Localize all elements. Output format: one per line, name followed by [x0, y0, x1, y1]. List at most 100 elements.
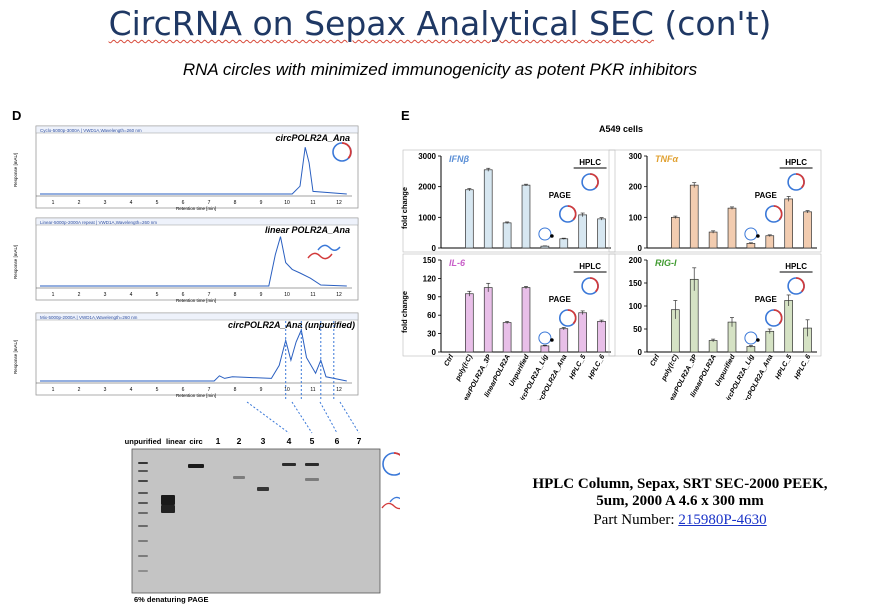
chromatogram-xtick: 3: [104, 200, 107, 206]
bar: [521, 184, 531, 249]
bar-category-label: HPLC_6: [794, 354, 813, 381]
hplc-circle-icon-arc: [589, 173, 599, 189]
bar-chart-frame: [608, 253, 822, 357]
page-circle-icon-arc: [567, 309, 577, 325]
gel-band: [305, 478, 319, 481]
chromatogram-xtick: 2: [78, 292, 81, 298]
gel-band: [138, 525, 148, 527]
panel-d-letter: D: [12, 108, 21, 123]
bar: [803, 211, 812, 249]
page-title: CircRNA on Sepax Analytical SEC (con't): [0, 4, 880, 43]
page-circle-icon: [558, 205, 577, 223]
bar-chart-2: 0 100 200 300 TNFα HPLC PAGE: [608, 149, 822, 253]
gel-band: [138, 470, 148, 472]
page-circle-icon-arc: [773, 309, 783, 325]
gel-circle-icon-arc: [393, 452, 400, 457]
hplc-label: HPLC: [785, 262, 807, 271]
lig-circle-icon: [744, 227, 758, 241]
bar-chart-ytick: 100: [629, 213, 643, 222]
bar: [559, 328, 569, 353]
chromatogram-label: linear POLR2A_Ana: [265, 225, 350, 235]
chromatogram-xtick: 6: [182, 200, 185, 206]
chromatogram-xtick: 10: [284, 292, 290, 298]
bar-chart-ytick: 100: [629, 302, 643, 311]
bar-chart-ytick: 1000: [418, 213, 436, 222]
part-number-row: Part Number: 215980P-4630: [490, 512, 870, 529]
bar: [578, 312, 587, 353]
bar-chart-4: 0 50 100 150 200 RIG-I HPLC PAGE: [608, 253, 822, 357]
lig-circle-icon: [744, 331, 758, 345]
lig-dot-icon: [550, 338, 554, 342]
lig-circle-icon: [538, 331, 552, 345]
bar-ylabel-top: fold change: [400, 187, 409, 229]
gel-caption: 6% denaturing PAGE: [134, 595, 208, 604]
bar-chart-ytick: 90: [427, 293, 436, 302]
page-title-main: CircRNA on Sepax Analytical SEC: [108, 4, 654, 43]
chromatogram-xtick: 2: [78, 387, 81, 393]
page-subtitle: RNA circles with minimized immunogenicit…: [182, 60, 698, 79]
bar-chart-ytick: 150: [423, 256, 437, 265]
page-label: PAGE: [549, 295, 572, 304]
lig-dot-icon: [756, 338, 760, 342]
chromatogram-xtick: 1: [52, 292, 55, 298]
chromatogram-xtick: 9: [260, 292, 263, 298]
fraction-guide-line: [291, 401, 313, 434]
hplc-circle-icon: [787, 277, 805, 295]
hplc-circle-icon-arc: [795, 277, 805, 293]
chromatogram-xtick: 6: [182, 292, 185, 298]
chromatogram-trace: [40, 147, 347, 195]
bar: [727, 207, 737, 249]
bar-chart-ytick: 50: [633, 325, 642, 334]
chromatogram-xtick: 5: [156, 292, 159, 298]
chromatogram-xlabel: Retention time [min]: [176, 393, 216, 398]
chromatogram-xtick: 2: [78, 200, 81, 206]
page-circle-icon-arc: [567, 205, 577, 221]
bar: [597, 320, 606, 353]
gel-band: [138, 570, 148, 572]
chromatogram-2: Linear-5000p-2000A repeat | VWD1A,Wavele…: [13, 217, 359, 303]
hplc-circle-icon-arc: [589, 277, 599, 293]
chromatogram-xtick: 1: [52, 387, 55, 393]
gel-lane-label: 3: [261, 436, 266, 446]
gel-band: [233, 476, 245, 479]
linear-rna-icon-blue: [317, 244, 341, 251]
bar: [784, 300, 793, 353]
bar-chart-ytick: 0: [638, 244, 643, 253]
chromatogram-header: Mix-5000p-2000A | VWD1A,Wavelength=260 n…: [40, 315, 138, 320]
chromatogram-xtick: 3: [104, 292, 107, 298]
chromatogram-xlabel: Retention time [min]: [176, 206, 216, 211]
chromatogram-xtick: 7: [208, 387, 211, 393]
page-label: PAGE: [549, 191, 572, 200]
bar-chart-ytick: 150: [629, 279, 643, 288]
gel-linear-icon-blue: [389, 496, 400, 503]
gel-band: [305, 463, 319, 466]
chromatogram-ylabel: Response [mAU]: [13, 245, 18, 279]
chromatogram-label: circPOLR2A_Ana: [275, 133, 350, 143]
chromatogram-xtick: 12: [336, 200, 342, 206]
chromatogram-xtick: 11: [310, 200, 315, 206]
chromatogram-trace: [40, 328, 347, 382]
column-info: HPLC Column, Sepax, SRT SEC-2000 PEEK, 5…: [490, 476, 870, 529]
gel-circle-icon-ring: [382, 452, 400, 476]
bar: [765, 330, 775, 353]
chromatogram-3: Mix-5000p-2000A | VWD1A,Wavelength=260 n…: [13, 312, 359, 398]
chromatogram-xtick: 11: [310, 387, 315, 393]
panel-e-letter: E: [401, 108, 410, 123]
lig-circle-icon: [538, 227, 552, 241]
bar-chart-ytick: 200: [629, 256, 643, 265]
bar: [671, 216, 680, 249]
chromatogram-header: Cyclo-5000p-3000A | VWD1A,Wavelength=260…: [40, 128, 142, 133]
bar-chart-frame: [402, 149, 616, 253]
gel-lane-label: unpurified: [125, 437, 162, 446]
bar: [540, 345, 550, 353]
chromatogram-trace: [40, 236, 347, 287]
linear-rna-icon-red: [307, 252, 333, 260]
page-circle-icon: [764, 205, 783, 223]
bar: [708, 231, 718, 249]
bar: [483, 287, 493, 353]
chromatogram-xtick: 6: [182, 387, 185, 393]
circle-rna-icon-arc: [341, 142, 352, 159]
part-number-link[interactable]: 215980P-4630: [678, 512, 767, 528]
gel-band: [138, 492, 148, 494]
page-circle-icon: [558, 309, 577, 327]
